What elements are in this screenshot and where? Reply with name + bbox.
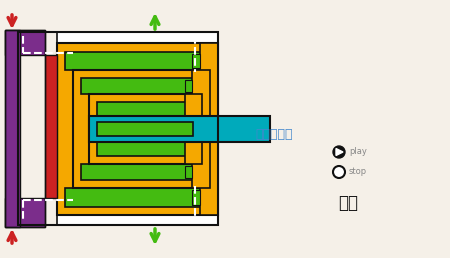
Bar [200, 43, 218, 215]
Bar [57, 32, 218, 43]
Bar [89, 94, 202, 164]
Bar [73, 70, 210, 188]
Bar [57, 43, 218, 215]
Bar [65, 188, 208, 207]
Bar [5, 30, 45, 55]
Bar [81, 78, 200, 94]
Bar [185, 80, 192, 92]
Bar [97, 122, 193, 136]
Bar [97, 102, 193, 116]
Bar [45, 55, 57, 198]
Bar [5, 198, 45, 227]
Bar [185, 166, 192, 178]
Polygon shape [336, 149, 343, 156]
Bar [89, 116, 270, 142]
Bar [192, 54, 200, 68]
Circle shape [333, 146, 345, 158]
Bar [65, 52, 208, 70]
Bar [81, 164, 200, 180]
Text: 第一级伸出: 第一级伸出 [255, 128, 292, 141]
Bar [185, 94, 202, 164]
Bar [57, 215, 218, 225]
Bar [192, 70, 210, 188]
Text: stop: stop [349, 167, 367, 176]
Bar [5, 30, 45, 227]
Bar [97, 142, 193, 156]
Circle shape [333, 166, 345, 178]
Text: play: play [349, 148, 367, 157]
Bar [18, 32, 218, 225]
Bar [192, 190, 200, 205]
Bar [5, 30, 20, 227]
Text: 收缩: 收缩 [338, 194, 358, 212]
